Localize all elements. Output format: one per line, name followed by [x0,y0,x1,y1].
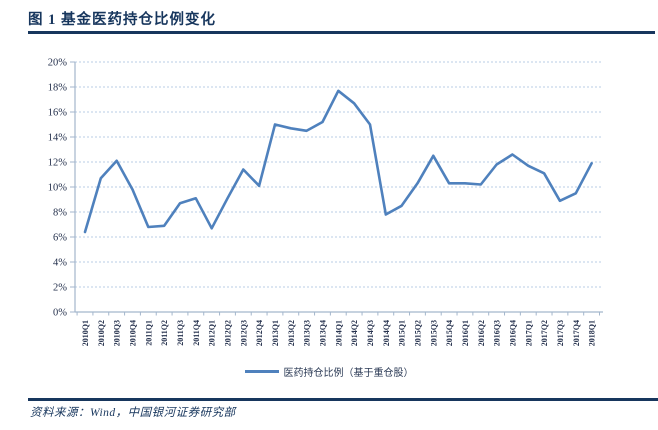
x-tick-label: 2010Q1 [81,320,90,346]
x-tick-label: 2014Q3 [366,320,375,346]
y-tick-label: 20% [48,58,68,69]
x-tick-label: 2010Q4 [128,320,137,346]
x-tick-label: 2012Q1 [208,320,217,346]
y-tick-label: 10% [48,183,68,194]
x-tick-label: 2012Q2 [223,320,232,346]
x-tick-label: 2017Q4 [572,320,581,346]
y-tick-label: 14% [48,133,68,144]
x-tick-label: 2013Q4 [318,320,327,346]
x-tick-label: 2012Q3 [239,320,248,346]
x-tick-label: 2013Q3 [303,320,312,346]
figure-title: 图 1 基金医药持仓比例变化 [28,12,216,28]
x-tick-label: 2016Q4 [508,320,517,346]
x-tick-label: 2016Q1 [461,320,470,346]
x-tick-label: 2011Q2 [160,320,169,346]
x-tick-label: 2014Q4 [382,320,391,346]
x-tick-label: 2013Q1 [271,320,280,346]
x-tick-label: 2017Q1 [524,320,533,346]
x-tick-label: 2015Q3 [429,320,438,346]
y-tick-label: 0% [53,308,67,319]
y-tick-label: 4% [53,258,67,269]
series-line [83,89,593,234]
x-tick-label: 2010Q3 [113,320,122,346]
y-tick-label: 16% [48,108,68,119]
x-tick-label: 2015Q1 [398,320,407,346]
x-tick-label: 2014Q2 [350,320,359,346]
x-tick-label: 2016Q2 [477,320,486,346]
x-tick-label: 2017Q3 [556,320,565,346]
y-tick-label: 18% [48,83,68,94]
source-note: 资料来源：Wind，中国银河证券研究部 [30,407,236,419]
x-tick-label: 2017Q2 [540,320,549,346]
line-chart: 0% 2% 4% 6% 8% 10% 12% 14% 16% 18% 20% 2010Q1 2010Q2… [48,58,603,346]
y-tick-label: 2% [53,283,67,294]
x-tick-label: 2010Q2 [97,320,106,346]
x-tick-label: 2014Q1 [334,320,343,346]
x-tick-label: 2012Q4 [255,320,264,346]
y-tick-label: 6% [53,233,67,244]
x-tick-label: 2013Q2 [287,320,296,346]
legend-label: 医药持仓比例（基于重仓股） [283,368,414,379]
legend-line-icon [244,370,279,373]
x-tick-label: 2018Q1 [588,320,597,346]
y-tick-label: 12% [48,158,68,169]
x-tick-label: 2011Q3 [176,320,185,346]
x-tick-label: 2011Q1 [144,320,153,346]
chart-legend: 医药持仓比例（基于重仓股） [0,364,658,379]
x-tick-label: 2011Q4 [192,320,201,346]
y-tick-label: 8% [53,208,67,219]
title-rule [28,31,655,34]
x-tick-label: 2015Q4 [445,320,454,346]
x-tick-label: 2015Q2 [413,320,422,346]
x-tick-label: 2016Q3 [493,320,502,346]
footer-rule [28,398,658,401]
